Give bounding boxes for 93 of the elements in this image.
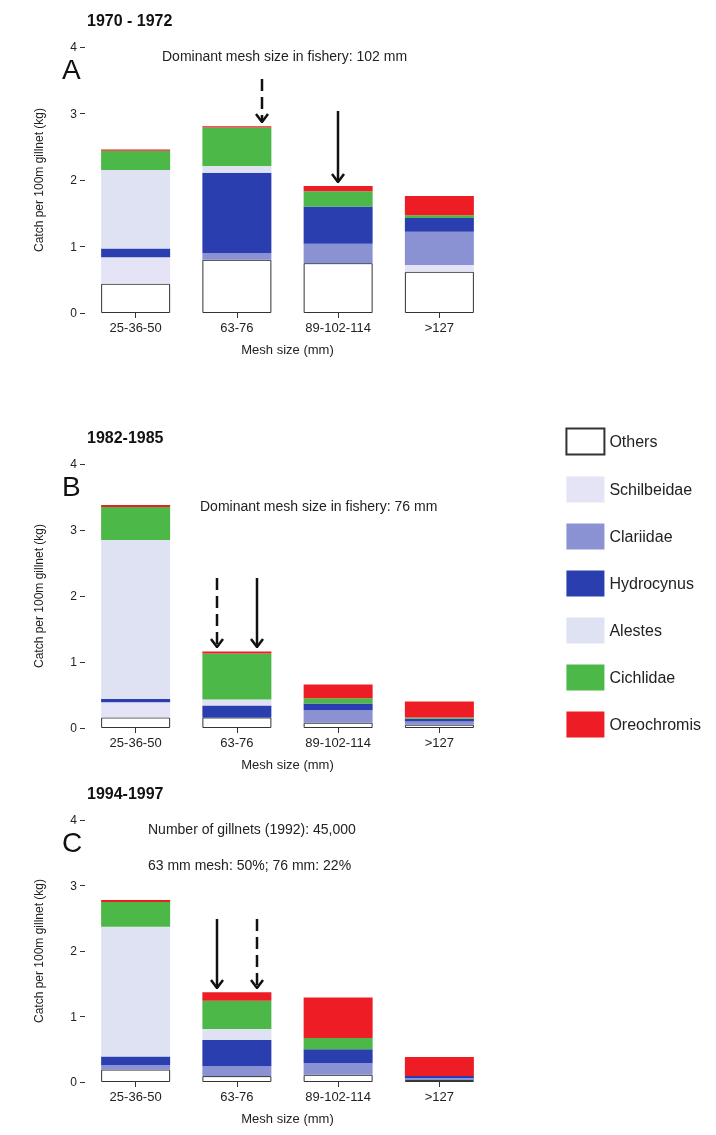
- bar: [101, 702, 171, 718]
- bar: [202, 1000, 272, 1029]
- bar: [404, 231, 474, 266]
- bar: [404, 1057, 474, 1077]
- y-tick-label: 3: [70, 523, 78, 537]
- y-tick-label: 4: [70, 40, 78, 54]
- bar: [303, 206, 373, 244]
- x-tick-label: 89-102-114: [305, 735, 371, 750]
- y-tick-label: 1: [70, 1009, 78, 1024]
- bar: [303, 1038, 373, 1050]
- bar: [101, 901, 171, 927]
- bar: [202, 1066, 272, 1077]
- annotation: Number of gillnets (1992): 45,000: [148, 821, 356, 837]
- bar: [303, 191, 373, 207]
- bar: [404, 265, 474, 272]
- bar: [202, 699, 272, 706]
- bar: [101, 1056, 171, 1065]
- bar: [404, 195, 474, 216]
- bar: [202, 705, 272, 718]
- y-axis-title: Catch per 100m gillnet (kg): [32, 878, 46, 1024]
- bar: [101, 539, 171, 699]
- bar: [303, 243, 373, 264]
- x-tick-label: 25-36-50: [109, 320, 162, 335]
- text: B: [62, 470, 81, 502]
- x-tick-label: >127: [424, 320, 455, 335]
- bar: [303, 703, 373, 711]
- bar: [101, 248, 171, 258]
- y-tick-label: 2: [70, 589, 78, 603]
- bar: [303, 684, 373, 699]
- chart-title: 1994-1997: [87, 784, 164, 802]
- x-tick-label: 63-76: [220, 1089, 254, 1104]
- bar: [101, 506, 171, 540]
- x-tick-label: 89-102-114: [305, 1089, 371, 1104]
- bar: [303, 698, 373, 704]
- bar: [404, 215, 474, 218]
- bar: [101, 150, 171, 171]
- x-tick-label: >127: [424, 735, 455, 750]
- legend-label: Cichlidae: [609, 669, 676, 686]
- x-tick-label: 89-102-114: [305, 320, 371, 335]
- chart-title: 1970 - 1972: [87, 11, 173, 29]
- bar: [202, 127, 272, 167]
- legend-label: Oreochromis: [609, 716, 701, 733]
- legend-label: Clariidae: [609, 528, 673, 545]
- bar: [101, 698, 171, 703]
- bar: [101, 170, 171, 249]
- y-tick-label: 0: [70, 306, 78, 320]
- x-axis-title: Mesh size (mm): [241, 1111, 334, 1126]
- y-tick-label: 0: [70, 721, 78, 735]
- y-tick-label: 1: [70, 655, 78, 669]
- bar: [303, 1063, 373, 1075]
- y-axis-title: Catch per 100m gillnet (kg): [32, 523, 46, 669]
- y-tick-label: 3: [70, 106, 78, 121]
- x-axis-title: Mesh size (mm): [241, 757, 334, 772]
- bar: [202, 1040, 272, 1067]
- bar: [202, 172, 272, 254]
- text: A: [62, 53, 81, 85]
- x-tick-label: 63-76: [220, 320, 254, 335]
- y-tick-label: 3: [70, 878, 78, 893]
- legend-label: Alestes: [609, 622, 662, 639]
- legend-label: Others: [609, 433, 658, 450]
- bar: [404, 701, 474, 718]
- bar: [303, 997, 373, 1039]
- bar: [404, 217, 474, 232]
- x-tick-label: 63-76: [220, 735, 254, 750]
- y-tick-label: 2: [70, 173, 78, 187]
- bar: [101, 1064, 171, 1070]
- y-tick-label: 4: [70, 813, 78, 827]
- legend-label: Schilbeidae: [609, 481, 693, 498]
- bar: [202, 992, 272, 1001]
- x-tick-label: 25-36-50: [109, 735, 162, 750]
- y-tick-label: 0: [70, 1075, 78, 1089]
- bar: [303, 185, 373, 192]
- chart-title: 1982-1985: [87, 428, 164, 446]
- x-axis-title: Mesh size (mm): [241, 342, 334, 357]
- text: C: [62, 826, 83, 858]
- annotation: Dominant mesh size in fishery: 102 mm: [162, 48, 408, 64]
- y-tick-label: 4: [70, 457, 78, 471]
- x-tick-label: 25-36-50: [109, 1089, 162, 1104]
- bar: [101, 926, 171, 1057]
- bar: [101, 257, 171, 284]
- y-tick-label: 1: [70, 239, 78, 254]
- legend-label: Hydrocynus: [609, 575, 694, 592]
- bar: [202, 253, 272, 260]
- bar: [202, 166, 272, 173]
- y-tick-label: 2: [70, 944, 78, 958]
- annotation: Dominant mesh size in fishery: 76 mm: [200, 498, 438, 514]
- annotation: 63 mm mesh: 50%; 76 mm: 22%: [148, 857, 352, 873]
- y-axis-title: Catch per 100m gillnet (kg): [32, 107, 46, 253]
- bar: [303, 1049, 373, 1064]
- bar: [303, 710, 373, 723]
- bar: [202, 653, 272, 700]
- x-tick-label: >127: [424, 1089, 455, 1104]
- bar: [202, 1028, 272, 1041]
